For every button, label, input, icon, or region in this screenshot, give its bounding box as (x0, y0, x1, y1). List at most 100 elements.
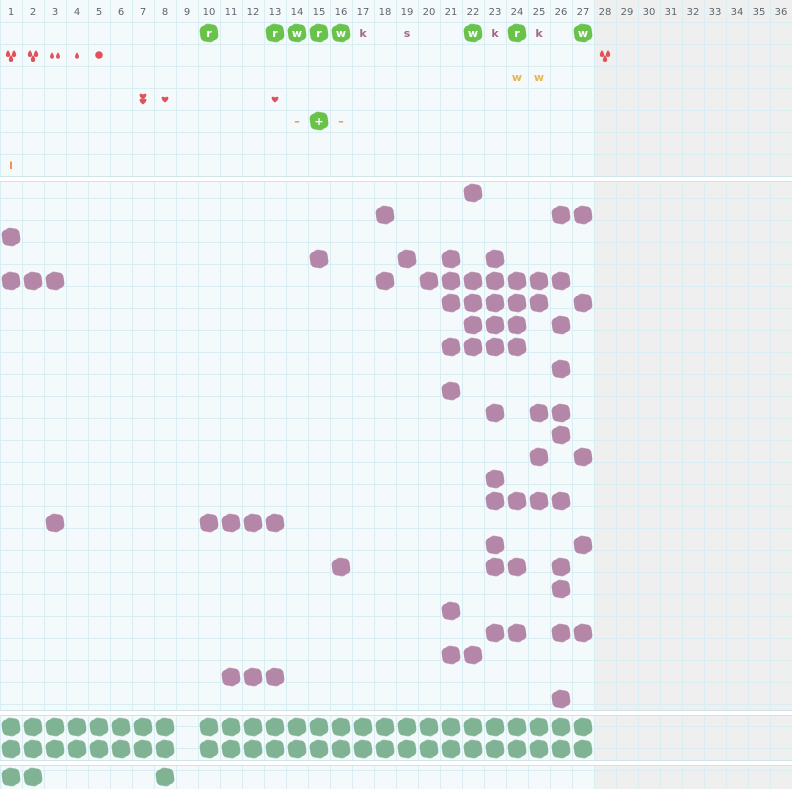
purple-tile-lobe (487, 403, 503, 423)
column-number: 3 (52, 7, 58, 18)
column-number: 16 (335, 7, 348, 18)
purple-tile-lobe (487, 535, 503, 555)
column-number: 34 (731, 7, 744, 18)
column-number: 20 (423, 7, 436, 18)
purple-tile-lobe (465, 315, 481, 335)
purple-tile-lobe (399, 249, 415, 269)
section-separator (0, 760, 792, 766)
teal-tile-lobe (333, 739, 349, 759)
purple-tile-lobe (47, 513, 63, 533)
dot-icon (95, 51, 103, 59)
purple-tile-lobe (553, 359, 569, 379)
column-number: 14 (291, 7, 304, 18)
green-tile-label: r (316, 27, 322, 40)
green-tile-label: w (336, 27, 346, 40)
teal-tile-lobe (311, 717, 327, 737)
teal-tile-lobe (3, 739, 19, 759)
teal-tile-lobe (443, 717, 459, 737)
purple-tile-lobe (531, 403, 547, 423)
purple-tile-lobe (553, 689, 569, 709)
column-number: 11 (225, 7, 238, 18)
teal-tile-lobe (575, 717, 591, 737)
section-separator (0, 176, 792, 182)
teal-tile-lobe (289, 717, 305, 737)
purple-tile-lobe (487, 293, 503, 313)
green-tile-label: r (514, 27, 520, 40)
drop-icon (599, 50, 605, 57)
purple-tile-lobe (575, 205, 591, 225)
column-number: 9 (184, 7, 190, 18)
purple-tile-lobe (377, 205, 393, 225)
column-number: 22 (467, 7, 480, 18)
column-number: 26 (555, 7, 568, 18)
teal-tile-lobe (223, 739, 239, 759)
column-number: 7 (140, 7, 146, 18)
teal-tile-lobe (421, 717, 437, 737)
purple-tile-lobe (531, 271, 547, 291)
column-number: 31 (665, 7, 678, 18)
purple-tile-lobe (3, 227, 19, 247)
teal-tile-lobe (245, 739, 261, 759)
column-number: 5 (96, 7, 102, 18)
teal-tile-lobe (377, 717, 393, 737)
teal-tile-lobe (355, 739, 371, 759)
purple-tile-lobe (25, 271, 41, 291)
purple-tile-lobe (245, 513, 261, 533)
column-number: 30 (643, 7, 656, 18)
purple-tile-lobe (465, 183, 481, 203)
letter-token[interactable]: k (491, 27, 499, 40)
column-number: 19 (401, 7, 414, 18)
column-number: 29 (621, 7, 634, 18)
column-number: 6 (118, 7, 124, 18)
drop-icon (56, 52, 60, 59)
purple-tile-lobe (553, 623, 569, 643)
purple-tile-lobe (487, 469, 503, 489)
teal-tile-lobe (465, 739, 481, 759)
purple-tile-lobe (553, 271, 569, 291)
yellow-letter-token[interactable]: w (512, 71, 522, 84)
letter-token[interactable]: s (404, 27, 411, 40)
column-number: 23 (489, 7, 502, 18)
purple-tile-lobe (267, 667, 283, 687)
purple-tile-lobe (487, 315, 503, 335)
column-number: 36 (775, 7, 788, 18)
teal-tile-lobe (157, 717, 173, 737)
purple-tile-lobe (333, 557, 349, 577)
purple-tile-lobe (443, 337, 459, 357)
letter-token[interactable]: k (359, 27, 367, 40)
teal-tile-lobe (531, 717, 547, 737)
purple-tile-lobe (465, 337, 481, 357)
teal-tile-lobe (47, 717, 63, 737)
column-number: 4 (74, 7, 80, 18)
teal-tile-lobe (333, 717, 349, 737)
green-tile-lobe (311, 111, 327, 131)
purple-tile-lobe (553, 579, 569, 599)
teal-tile-lobe (553, 739, 569, 759)
teal-tile-lobe (25, 717, 41, 737)
purple-tile-lobe (575, 535, 591, 555)
purple-tile-lobe (487, 491, 503, 511)
column-number: 25 (533, 7, 546, 18)
green-tile-label: r (206, 27, 212, 40)
purple-tile-lobe (575, 623, 591, 643)
teal-tile-lobe (91, 717, 107, 737)
column-number: 21 (445, 7, 458, 18)
dash-token: – (338, 115, 344, 128)
purple-tile-lobe (531, 293, 547, 313)
teal-tile-lobe (69, 739, 85, 759)
heart-icon (271, 96, 279, 103)
teal-tile-lobe (113, 739, 129, 759)
purple-tile-lobe (487, 337, 503, 357)
letter-token[interactable]: k (535, 27, 543, 40)
column-number: 33 (709, 7, 722, 18)
purple-tile-lobe (443, 293, 459, 313)
teal-tile-lobe (135, 739, 151, 759)
drop-icon (30, 55, 36, 62)
yellow-letter-token[interactable]: w (534, 71, 544, 84)
green-tile-label: w (468, 27, 478, 40)
purple-tile-lobe (443, 601, 459, 621)
teal-tile-lobe (267, 739, 283, 759)
purple-tile-lobe (487, 623, 503, 643)
purple-tile-lobe (465, 645, 481, 665)
